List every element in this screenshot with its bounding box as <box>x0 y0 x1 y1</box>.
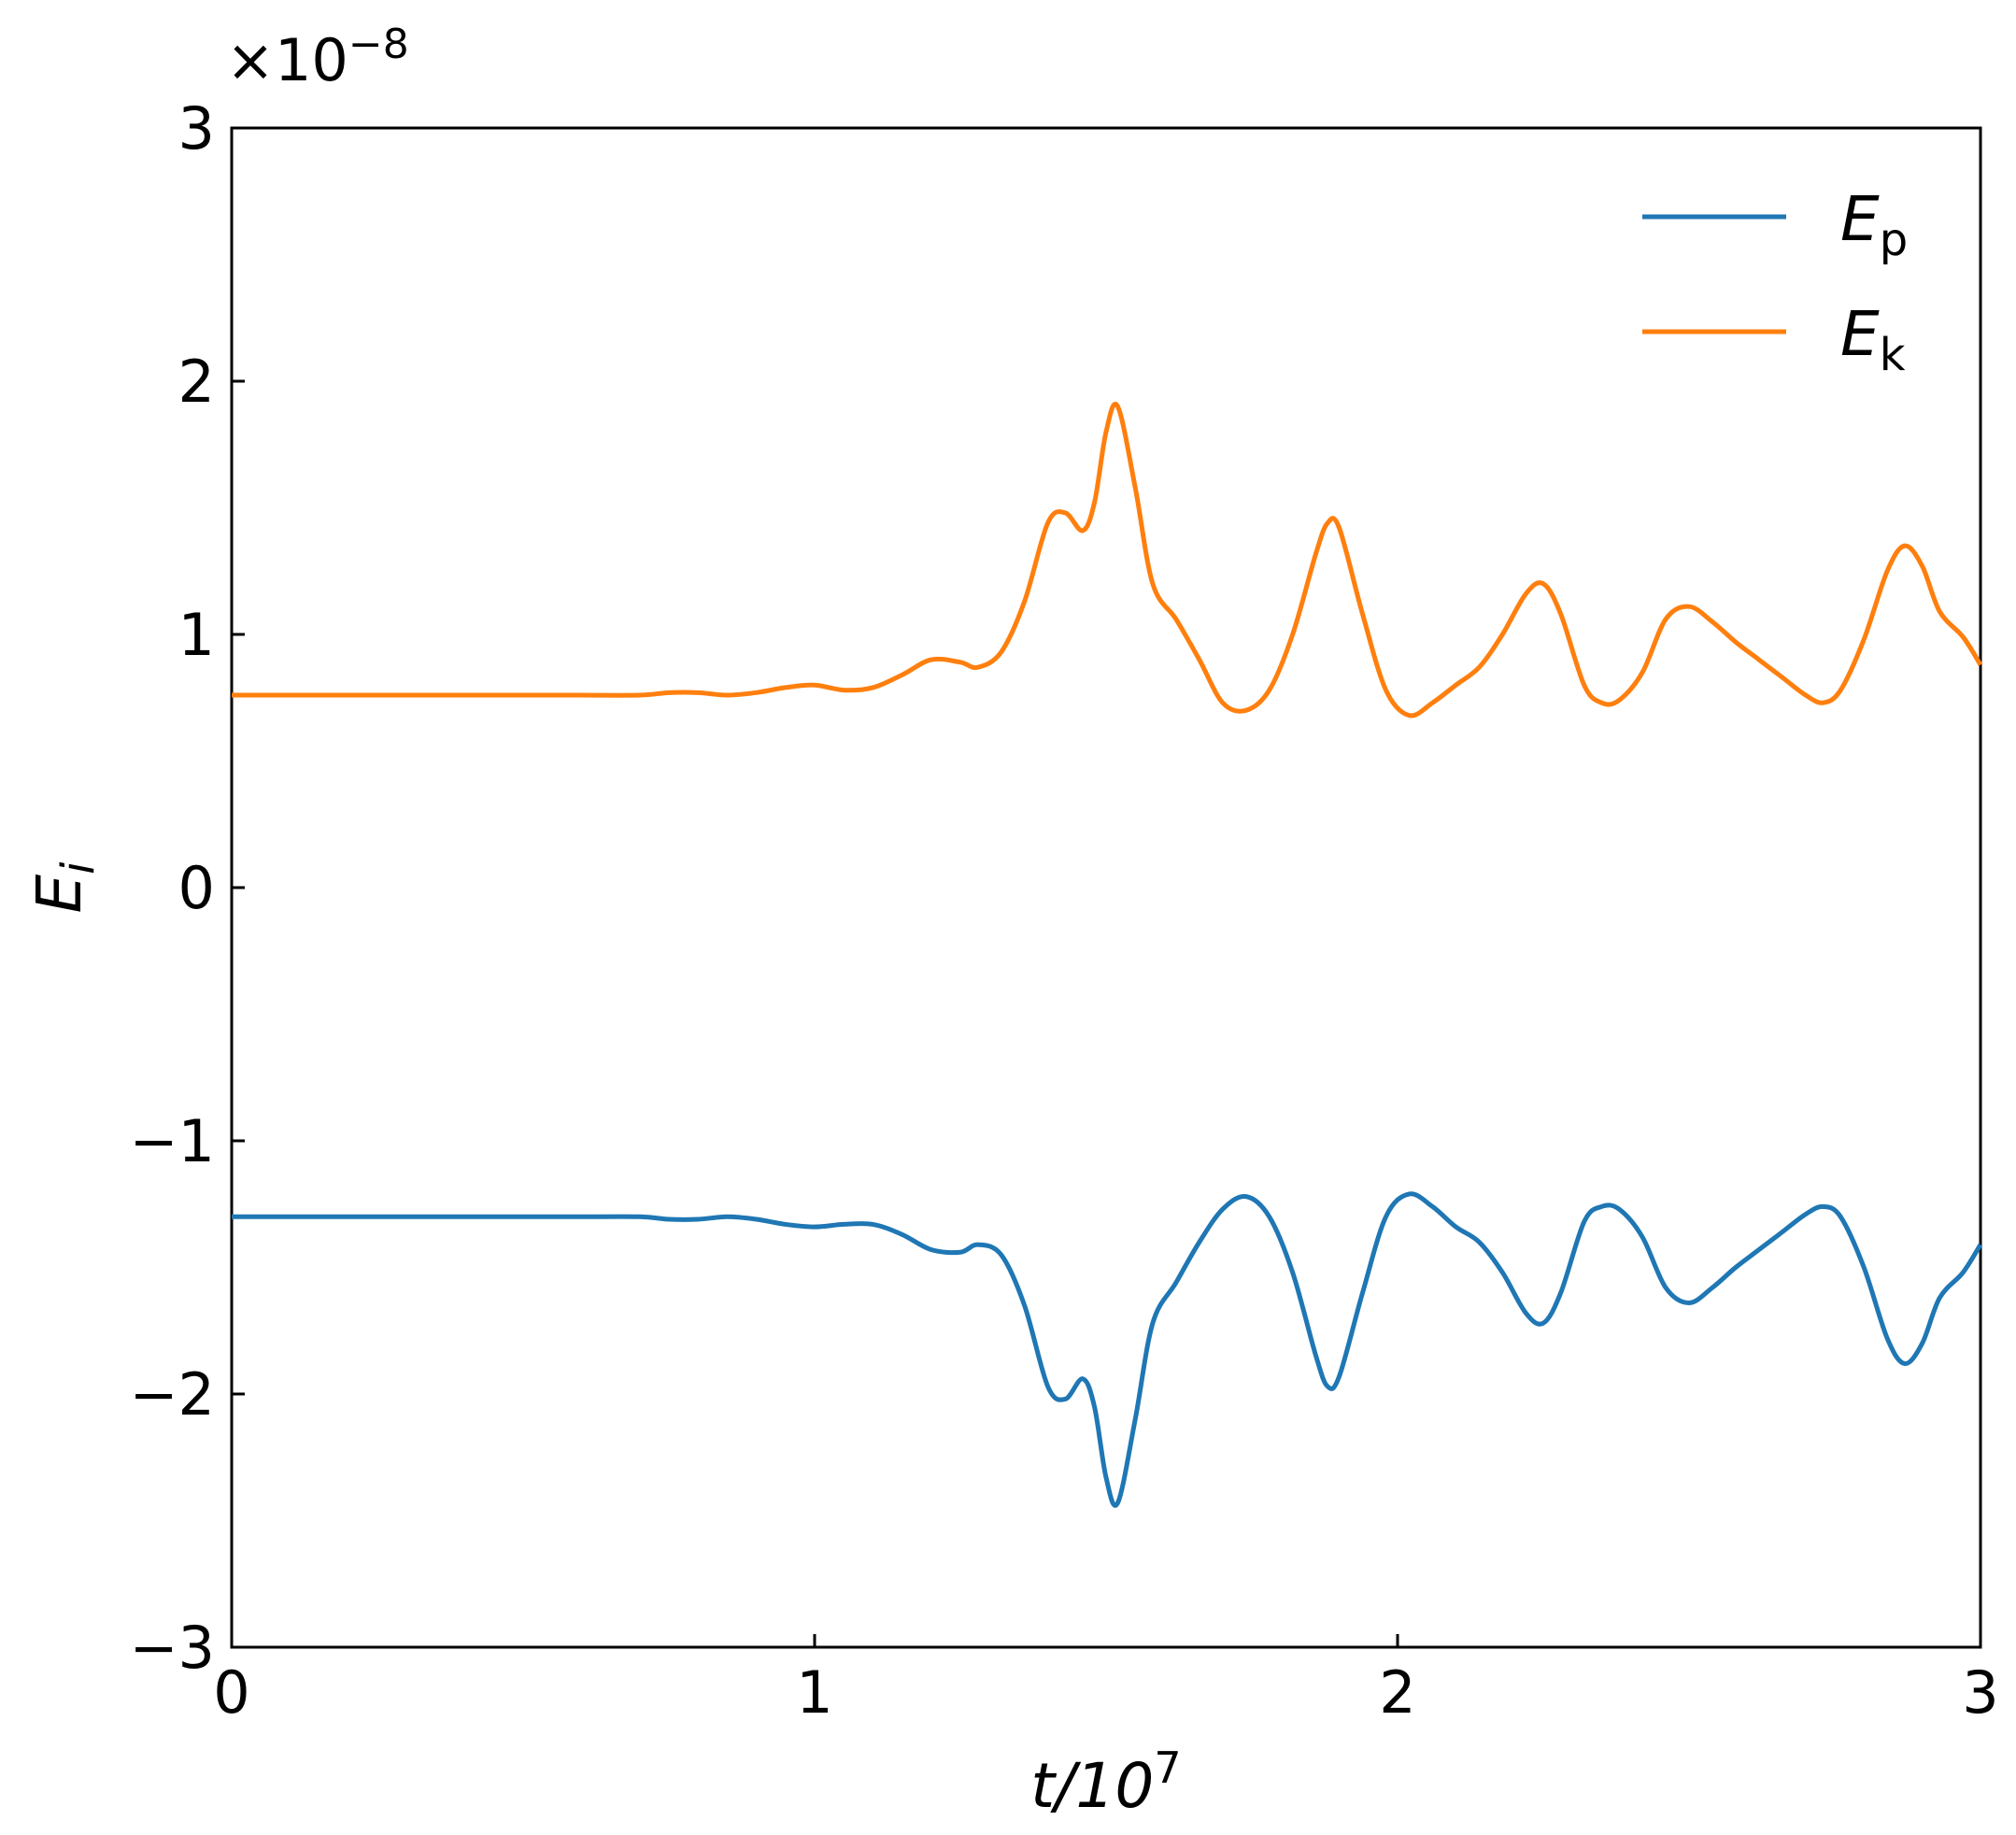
y-axis-label-sub: i <box>52 861 105 875</box>
y-axis-label: Ei <box>23 861 105 914</box>
x-axis-ticks: 0 1 2 3 <box>213 1634 1999 1727</box>
y-axis-ticks: −3 −2 −1 0 1 2 3 <box>130 94 245 1682</box>
y-tick-label: 0 <box>178 854 215 922</box>
y-tick-label: −1 <box>130 1107 215 1175</box>
series-line-ek <box>231 402 1983 718</box>
y-axis-label-main: E <box>23 875 95 914</box>
x-axis-label-main: t/10 <box>1030 1750 1154 1822</box>
x-tick-label: 0 <box>213 1658 249 1727</box>
legend-label-ep: Ep <box>1840 183 1908 266</box>
x-tick-label: 1 <box>796 1658 832 1727</box>
series-layer <box>231 402 1983 1508</box>
y-tick-label: −3 <box>130 1614 215 1682</box>
y-tick-label: 2 <box>178 348 215 416</box>
x-tick-label: 3 <box>1962 1658 1998 1727</box>
x-axis-label: t/107 <box>1030 1743 1181 1822</box>
x-axis-label-sup: 7 <box>1154 1743 1181 1793</box>
plot-frame <box>230 126 1982 1649</box>
legend: Ep Ek <box>1642 183 1908 381</box>
y-tick-label: 3 <box>178 94 215 163</box>
y-tick-label: −2 <box>130 1360 215 1429</box>
y-tick-label: 1 <box>178 601 215 669</box>
series-line-ep <box>232 1191 1983 1508</box>
legend-label-ek: Ek <box>1840 298 1906 381</box>
y-offset-text: ×10−8 <box>226 21 409 94</box>
x-tick-label: 2 <box>1379 1658 1415 1727</box>
